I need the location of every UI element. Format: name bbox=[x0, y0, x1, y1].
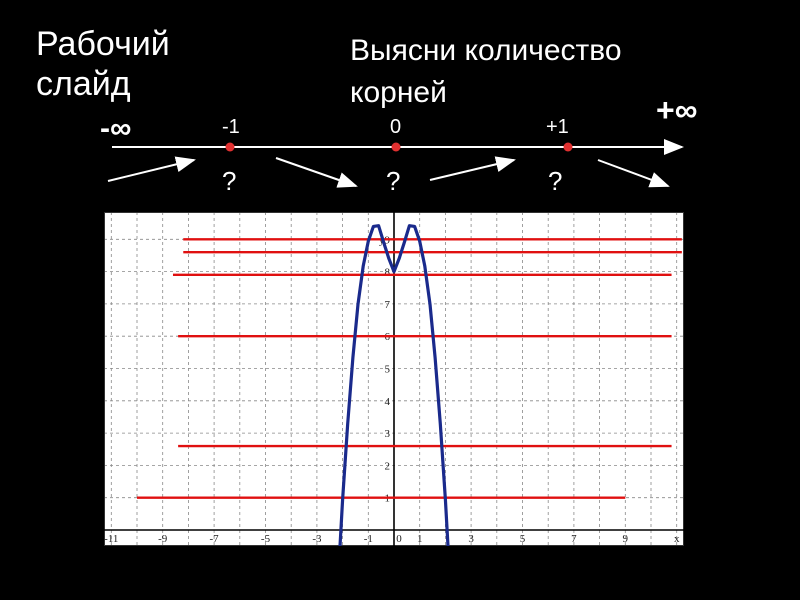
y-tick-label: 3 bbox=[385, 428, 391, 440]
question-mark-pos1: ? bbox=[548, 166, 563, 196]
x-tick-label: -5 bbox=[261, 533, 271, 545]
function-graph-panel: -11-9-7-5-3-1013579x12345678y9 bbox=[104, 212, 684, 546]
function-curve bbox=[338, 224, 450, 546]
x-tick-label: -1 bbox=[364, 533, 373, 545]
pos-infinity-label: +∞ bbox=[656, 92, 698, 128]
function-graph: -11-9-7-5-3-1013579x12345678y9 bbox=[104, 212, 684, 546]
x-tick-label: 5 bbox=[520, 533, 526, 545]
task-text: Выясни количество корней bbox=[350, 30, 690, 114]
x-tick-label: x bbox=[674, 533, 680, 545]
point-label-pos1: +1 bbox=[546, 116, 569, 138]
x-tick-label: 3 bbox=[468, 533, 474, 545]
arrow-decreasing-1 bbox=[275, 157, 358, 188]
task-text-content: Выясни количество корней bbox=[350, 34, 622, 109]
x-tick-label: 9 bbox=[623, 533, 629, 545]
y-tick-label: 4 bbox=[385, 396, 391, 408]
arrow-increasing-1 bbox=[107, 156, 196, 182]
x-tick-label: -7 bbox=[210, 533, 220, 545]
point-label-zero: 0 bbox=[390, 116, 402, 138]
point-label-neg1: -1 bbox=[222, 116, 240, 138]
x-tick-label: -9 bbox=[158, 533, 168, 545]
question-mark-zero: ? bbox=[386, 166, 401, 196]
y-tick-label: 8 bbox=[385, 267, 391, 279]
neg-infinity-label: -∞ bbox=[100, 112, 132, 145]
x-tick-label: 0 bbox=[396, 533, 402, 545]
x-tick-label: 7 bbox=[571, 533, 577, 545]
point-pos1-marker bbox=[563, 142, 573, 152]
slide-label: Рабочий слайд bbox=[36, 24, 196, 104]
slide-label-text: Рабочий слайд bbox=[36, 25, 170, 103]
arrow-decreasing-2 bbox=[597, 159, 670, 188]
point-neg1-marker bbox=[225, 142, 235, 152]
x-tick-label: 1 bbox=[417, 533, 423, 545]
y-tick-label: 5 bbox=[385, 364, 391, 376]
point-zero-marker bbox=[391, 142, 401, 152]
arrow-increasing-2 bbox=[429, 156, 516, 181]
x-tick-label: -11 bbox=[104, 533, 118, 545]
x-tick-label: -3 bbox=[312, 533, 322, 545]
y-tick-label: 2 bbox=[385, 460, 391, 472]
number-line-diagram bbox=[107, 139, 684, 188]
question-mark-neg1: ? bbox=[222, 166, 237, 196]
y-tick-label: 7 bbox=[385, 299, 391, 311]
